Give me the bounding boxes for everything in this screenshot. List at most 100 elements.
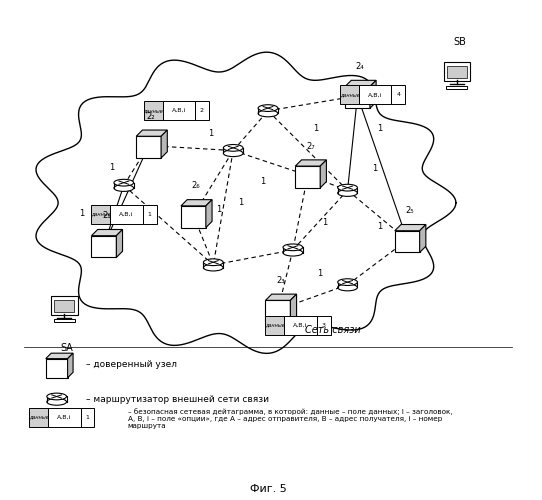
Text: 2₅: 2₅	[405, 206, 414, 215]
Text: А, В, i – поле «опции», где А – адрес отправителя, В – адрес получателя, i – ном: А, В, i – поле «опции», где А – адрес от…	[128, 416, 442, 422]
Polygon shape	[320, 160, 326, 188]
Text: Сеть связи: Сеть связи	[305, 324, 360, 334]
Polygon shape	[181, 206, 206, 228]
Text: 4: 4	[396, 92, 400, 98]
FancyBboxPatch shape	[317, 316, 331, 334]
Text: 1: 1	[148, 212, 152, 216]
Text: 2₄: 2₄	[356, 62, 364, 71]
Text: маршрута: маршрута	[128, 422, 166, 428]
Polygon shape	[46, 353, 73, 358]
Text: данные: данные	[340, 92, 359, 98]
Ellipse shape	[338, 184, 357, 191]
Polygon shape	[92, 236, 117, 258]
Ellipse shape	[47, 393, 67, 400]
Text: A,B,i: A,B,i	[368, 92, 382, 98]
Polygon shape	[181, 200, 212, 206]
Polygon shape	[161, 130, 167, 158]
FancyBboxPatch shape	[447, 86, 468, 88]
Polygon shape	[283, 248, 302, 252]
Polygon shape	[266, 294, 296, 300]
Polygon shape	[258, 108, 278, 114]
FancyBboxPatch shape	[285, 316, 317, 334]
Polygon shape	[338, 282, 357, 288]
Text: 1: 1	[372, 164, 378, 173]
Text: 1: 1	[208, 128, 214, 138]
Ellipse shape	[283, 250, 302, 256]
Text: 2₁: 2₁	[102, 211, 111, 220]
Polygon shape	[47, 396, 67, 402]
FancyBboxPatch shape	[443, 62, 470, 82]
Text: A,B,i: A,B,i	[57, 414, 72, 420]
FancyBboxPatch shape	[143, 205, 157, 224]
Polygon shape	[291, 294, 296, 322]
Ellipse shape	[338, 284, 357, 291]
Text: 1: 1	[377, 222, 383, 231]
Text: 2₆: 2₆	[191, 182, 200, 190]
Polygon shape	[338, 188, 357, 193]
Text: SВ: SВ	[453, 37, 466, 47]
Text: 3: 3	[321, 322, 326, 328]
Ellipse shape	[47, 398, 67, 405]
Polygon shape	[117, 230, 122, 258]
Text: 1: 1	[238, 198, 243, 207]
Ellipse shape	[258, 104, 278, 112]
FancyBboxPatch shape	[111, 205, 143, 224]
Polygon shape	[266, 300, 291, 322]
Polygon shape	[36, 52, 456, 354]
FancyBboxPatch shape	[81, 408, 94, 426]
FancyBboxPatch shape	[266, 316, 285, 334]
Ellipse shape	[223, 150, 243, 156]
FancyBboxPatch shape	[29, 408, 48, 426]
Polygon shape	[345, 86, 370, 108]
Text: – безопасная сетевая дейтаграмма, в которой: данные – поле данных; l – заголовок: – безопасная сетевая дейтаграмма, в кото…	[128, 408, 453, 415]
FancyBboxPatch shape	[54, 300, 74, 312]
Ellipse shape	[223, 144, 243, 151]
Text: данные: данные	[265, 322, 285, 328]
Polygon shape	[420, 224, 426, 252]
FancyBboxPatch shape	[163, 101, 195, 119]
Text: 1: 1	[109, 164, 114, 172]
Text: 2₃: 2₃	[276, 276, 285, 285]
Ellipse shape	[114, 184, 134, 192]
FancyBboxPatch shape	[359, 86, 391, 104]
Text: данные: данные	[143, 108, 163, 113]
Ellipse shape	[203, 264, 223, 271]
Ellipse shape	[338, 279, 357, 285]
Text: 1: 1	[377, 124, 383, 132]
Text: данные: данные	[91, 212, 111, 216]
Ellipse shape	[114, 180, 134, 186]
Polygon shape	[370, 80, 376, 108]
Polygon shape	[295, 166, 320, 188]
Polygon shape	[345, 80, 376, 86]
Text: A,B,i: A,B,i	[119, 212, 134, 216]
Text: A,B,i: A,B,i	[172, 108, 186, 113]
Ellipse shape	[283, 244, 302, 250]
FancyBboxPatch shape	[391, 86, 405, 104]
Polygon shape	[46, 358, 68, 378]
Ellipse shape	[338, 190, 357, 196]
Polygon shape	[136, 130, 167, 136]
Ellipse shape	[258, 110, 278, 117]
Text: 1: 1	[260, 178, 266, 186]
Text: 1: 1	[86, 414, 89, 420]
Text: 1: 1	[322, 218, 328, 227]
Text: SА: SА	[60, 343, 73, 353]
Text: данные: данные	[29, 414, 49, 420]
Text: 1: 1	[313, 124, 318, 132]
FancyBboxPatch shape	[54, 319, 75, 322]
Polygon shape	[92, 230, 122, 235]
FancyBboxPatch shape	[195, 101, 209, 119]
Ellipse shape	[203, 259, 223, 266]
Polygon shape	[68, 353, 73, 378]
FancyBboxPatch shape	[447, 66, 467, 78]
Polygon shape	[114, 182, 134, 188]
FancyBboxPatch shape	[92, 205, 111, 224]
FancyBboxPatch shape	[144, 101, 163, 119]
Text: 2₂: 2₂	[147, 112, 156, 120]
Text: 1: 1	[318, 269, 323, 278]
Text: 1: 1	[79, 208, 84, 218]
Polygon shape	[223, 148, 243, 153]
Text: 1: 1	[216, 205, 221, 214]
Polygon shape	[206, 200, 212, 228]
Polygon shape	[203, 262, 223, 268]
